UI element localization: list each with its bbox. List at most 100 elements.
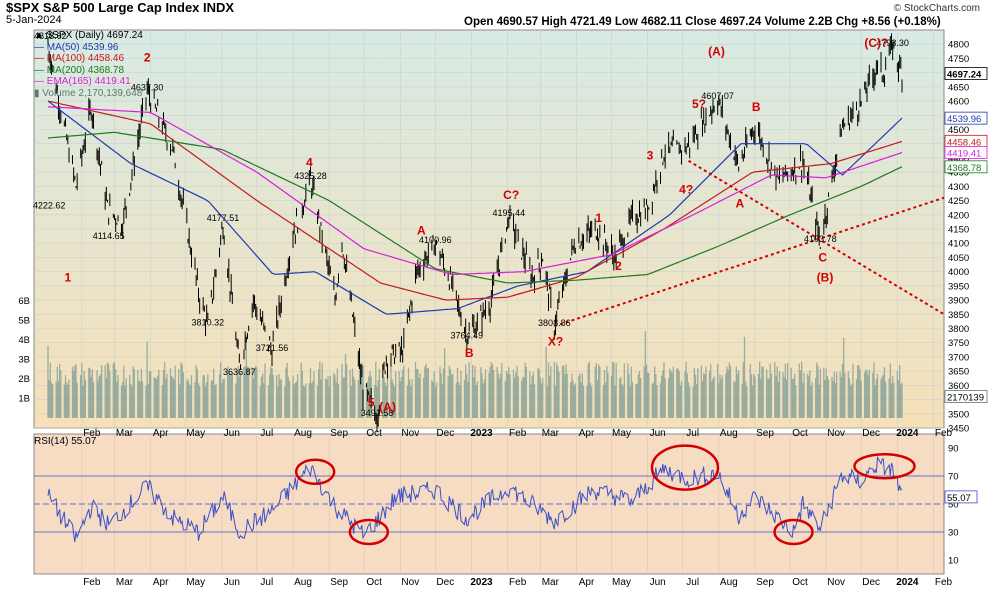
wave-label: 2	[615, 259, 622, 273]
wave-label: B	[752, 100, 761, 114]
price-label: 3810.32	[192, 318, 225, 328]
wave-label: (C)?	[864, 36, 888, 50]
rsi-circle	[294, 458, 336, 486]
price-x-tick: May	[186, 428, 205, 439]
price-label: 4103.78	[804, 234, 837, 244]
price-x-tick: Jul	[686, 428, 699, 439]
axis-marker-label: 4458.46	[947, 137, 981, 148]
ma200-line	[47, 131, 903, 284]
rsi-x-tick: May	[612, 577, 631, 588]
rsi-axis-tick: 90	[948, 444, 959, 455]
rsi-circle	[348, 518, 390, 546]
axis-marker-box	[944, 111, 988, 125]
price-axis-tick: 4300	[948, 182, 969, 193]
price-x-tick: Nov	[401, 428, 419, 439]
price-axis-tick: 3450	[948, 424, 969, 435]
price-x-tick: Aug	[720, 428, 738, 439]
axis-marker-label: 4419.41	[947, 148, 981, 159]
rsi-x-tick: Apr	[579, 577, 595, 588]
axis-marker-label: 4539.96	[947, 114, 981, 125]
price-label: 3808.86	[538, 318, 571, 328]
price-x-tick: Jun	[224, 428, 240, 439]
price-x-tick: Aug	[294, 428, 312, 439]
price-x-tick: Jul	[260, 428, 273, 439]
price-axis-tick: 4400	[948, 153, 969, 164]
price-axis-tick: 4100	[948, 239, 969, 250]
price-label: 4177.51	[207, 213, 240, 223]
rsi-x-tick: Feb	[935, 577, 953, 588]
axes: 3450 3500 3 5 50 3600 3650 3700 3750 3800 3850 3900…	[18, 40, 988, 588]
price-axis-tick: 3700	[948, 352, 969, 363]
wave-label: B	[465, 346, 474, 360]
wave-label: 4	[306, 155, 313, 169]
rsi-marker-box	[944, 490, 978, 504]
price-x-tick: Mar	[116, 428, 134, 439]
price-label: 4114.65	[93, 231, 125, 241]
rsi-x-tick: Jun	[224, 577, 240, 588]
legend: ▲ $SPX (Daily) 4697.24 — MA(50) 4539.96 …	[34, 30, 143, 100]
rsi-x-tick: Sep	[330, 577, 348, 588]
price-axis-tick: 3650	[948, 367, 969, 378]
chart-title: $SPX S&P 500 Large Cap Index INDX	[6, 0, 235, 15]
price-label: 4325.28	[294, 171, 327, 181]
price-label: 3764.49	[451, 331, 484, 341]
price-x-tick: Apr	[153, 428, 169, 439]
volume-axis-tick: 3B	[18, 355, 30, 366]
price-axis-tick: 3850	[948, 310, 969, 321]
legend-ema165: — EMA(165) 4419.41	[34, 76, 131, 88]
volume-marker-label: 2170139	[947, 393, 984, 404]
wave-label: C?	[503, 188, 519, 202]
rsi-x-tick: Jun	[650, 577, 666, 588]
price-axis-tick: 3800	[948, 324, 969, 335]
wave-label: 2	[144, 50, 151, 64]
price-label: 4818.62	[34, 31, 67, 41]
price-axis-tick: 4250	[948, 196, 969, 207]
volume-marker-box	[944, 390, 988, 403]
series-lines	[47, 33, 903, 433]
price-axis-tick: 4150	[948, 225, 969, 236]
axis-marker-box	[944, 160, 988, 174]
rsi-x-tick: Jul	[686, 577, 699, 588]
price-axis-tick: 4050	[948, 253, 969, 264]
rsi-x-tick: Oct	[792, 577, 808, 588]
trendline	[687, 159, 945, 316]
axis-marker-label: 4368.78	[947, 163, 981, 174]
rsi-x-tick: Nov	[827, 577, 845, 588]
price-x-tick: Jun	[650, 428, 666, 439]
trendline	[554, 196, 945, 328]
rsi-x-tick: Jul	[260, 577, 273, 588]
rsi-circle	[650, 444, 720, 491]
ma50-line	[47, 100, 903, 315]
rsi-line	[47, 455, 903, 542]
price-x-tick: Sep	[756, 428, 774, 439]
price-label: 4793.30	[876, 38, 909, 48]
rsi-panel: 10 30 50 70 90 55.07	[34, 444, 978, 567]
brand-watermark: © StockCharts.com	[893, 3, 980, 14]
ma100-line	[47, 100, 903, 301]
legend-ma100: — MA(100) 4458.46	[34, 53, 125, 65]
price-x-tick: Dec	[436, 428, 454, 439]
ohlc-readout: Open 4690.57 High 4721.49 Low 4682.11 Cl…	[464, 16, 941, 28]
wave-label: 1	[595, 211, 602, 225]
price-axis-tick: 4750	[948, 54, 969, 65]
price-x-tick: Feb	[509, 428, 527, 439]
price-x-tick: Nov	[827, 428, 845, 439]
rsi-x-tick: Feb	[509, 577, 527, 588]
volume-axis-tick: 2B	[18, 374, 30, 385]
price-axis-tick: 3750	[948, 338, 969, 349]
volume-axis-tick: 4B	[18, 335, 30, 346]
wave-label: X?	[548, 335, 563, 349]
legend-ma200: — MA(200) 4368.78	[34, 64, 125, 76]
rsi-axis-tick: 30	[948, 528, 959, 539]
price-label: 4637.30	[131, 82, 164, 92]
legend-symbol: ▲ $SPX (Daily) 4697.24	[34, 30, 143, 41]
price-label: 4100.96	[419, 235, 452, 245]
axis-marker-box	[944, 67, 988, 80]
price-axis-tick: 4600	[948, 97, 969, 108]
rsi-x-tick: 2023	[470, 577, 493, 588]
legend-volume: ▮ Volume 2,170,139,648	[34, 87, 143, 99]
wave-label: 1	[64, 271, 71, 285]
price-label: 3721.56	[256, 343, 289, 353]
volume-axis-tick: 6B	[18, 296, 30, 307]
